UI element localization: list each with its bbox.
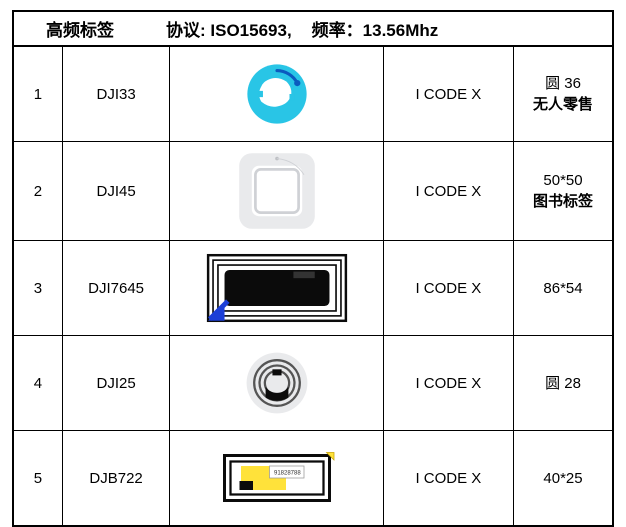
cell-index: 1: [14, 47, 62, 142]
table-row: 3 DJI7645 I CODE X 86*54: [14, 241, 612, 336]
table-row: 1 DJI33 I CODE X 圆 36 无人零售: [14, 47, 612, 142]
cell-model: DJI25: [62, 336, 169, 431]
header-frequency: 频率：13.56Mhz: [312, 16, 439, 41]
cell-image: 91828788: [170, 431, 384, 526]
note-line1: 50*50: [543, 172, 582, 189]
table-frame: 高频标签 协议: ISO15693, 频率：13.56Mhz 1 DJI33 I…: [12, 10, 614, 527]
cell-model: DJB722: [62, 431, 169, 526]
table-row: 2 DJI45 I CODE X 50*50 图书标签: [14, 142, 612, 241]
note-line1: 40*25: [543, 470, 582, 487]
cell-image: [170, 142, 384, 241]
tag-icon: [172, 245, 381, 331]
note-line2: 无人零售: [533, 96, 593, 113]
cell-code: I CODE X: [383, 241, 513, 336]
cell-note: 40*25: [514, 431, 612, 526]
tag-icon: [172, 51, 381, 137]
tag-table: 1 DJI33 I CODE X 圆 36 无人零售 2 DJI45 I COD…: [14, 47, 612, 525]
cell-index: 2: [14, 142, 62, 241]
cell-note: 圆 36 无人零售: [514, 47, 612, 142]
note-line2: 图书标签: [533, 193, 593, 210]
cell-model: DJI33: [62, 47, 169, 142]
cell-code: I CODE X: [383, 47, 513, 142]
note-line1: 86*54: [543, 280, 582, 297]
table-header: 高频标签 协议: ISO15693, 频率：13.56Mhz: [14, 12, 612, 47]
cell-code: I CODE X: [383, 431, 513, 526]
cell-code: I CODE X: [383, 142, 513, 241]
tag-icon: 91828788: [172, 435, 381, 521]
cell-model: DJI45: [62, 142, 169, 241]
cell-code: I CODE X: [383, 336, 513, 431]
tag-icon: [172, 340, 381, 426]
note-line1: 圆 28: [545, 375, 581, 392]
cell-note: 86*54: [514, 241, 612, 336]
cell-image: [170, 47, 384, 142]
tag-icon: [172, 146, 381, 236]
cell-model: DJI7645: [62, 241, 169, 336]
cell-image: [170, 241, 384, 336]
table-row: 4 DJI25 I CODE X 圆 28: [14, 336, 612, 431]
cell-index: 4: [14, 336, 62, 431]
cell-note: 50*50 图书标签: [514, 142, 612, 241]
svg-text:91828788: 91828788: [274, 470, 301, 476]
cell-index: 5: [14, 431, 62, 526]
table-row: 5 DJB722 91828788 I CODE X 40*25: [14, 431, 612, 526]
note-line1: 圆 36: [545, 75, 581, 92]
header-protocol: 协议: ISO15693,: [166, 16, 292, 41]
cell-image: [170, 336, 384, 431]
cell-index: 3: [14, 241, 62, 336]
cell-note: 圆 28: [514, 336, 612, 431]
header-title: 高频标签: [46, 16, 114, 41]
